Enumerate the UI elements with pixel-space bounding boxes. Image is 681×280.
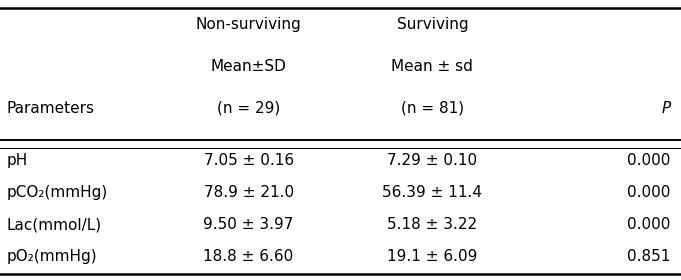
Text: Non-surviving: Non-surviving bbox=[195, 17, 302, 32]
Text: Mean ± sd: Mean ± sd bbox=[392, 59, 473, 74]
Text: P: P bbox=[661, 101, 671, 116]
Text: 56.39 ± 11.4: 56.39 ± 11.4 bbox=[383, 185, 482, 200]
Text: pH: pH bbox=[7, 153, 28, 168]
Text: 0.000: 0.000 bbox=[627, 153, 671, 168]
Text: Surviving: Surviving bbox=[396, 17, 469, 32]
Text: pCO₂(mmHg): pCO₂(mmHg) bbox=[7, 185, 108, 200]
Text: (n = 29): (n = 29) bbox=[217, 101, 280, 116]
Text: 5.18 ± 3.22: 5.18 ± 3.22 bbox=[387, 217, 477, 232]
Text: Parameters: Parameters bbox=[7, 101, 95, 116]
Text: 19.1 ± 6.09: 19.1 ± 6.09 bbox=[387, 249, 477, 264]
Text: (n = 81): (n = 81) bbox=[401, 101, 464, 116]
Text: 7.05 ± 0.16: 7.05 ± 0.16 bbox=[204, 153, 294, 168]
Text: 18.8 ± 6.60: 18.8 ± 6.60 bbox=[204, 249, 294, 264]
Text: 0.851: 0.851 bbox=[627, 249, 671, 264]
Text: 0.000: 0.000 bbox=[627, 217, 671, 232]
Text: 9.50 ± 3.97: 9.50 ± 3.97 bbox=[204, 217, 294, 232]
Text: pO₂(mmHg): pO₂(mmHg) bbox=[7, 249, 97, 264]
Text: 78.9 ± 21.0: 78.9 ± 21.0 bbox=[204, 185, 294, 200]
Text: 0.000: 0.000 bbox=[627, 185, 671, 200]
Text: Lac(mmol/L): Lac(mmol/L) bbox=[7, 217, 102, 232]
Text: Mean±SD: Mean±SD bbox=[210, 59, 287, 74]
Text: 7.29 ± 0.10: 7.29 ± 0.10 bbox=[387, 153, 477, 168]
